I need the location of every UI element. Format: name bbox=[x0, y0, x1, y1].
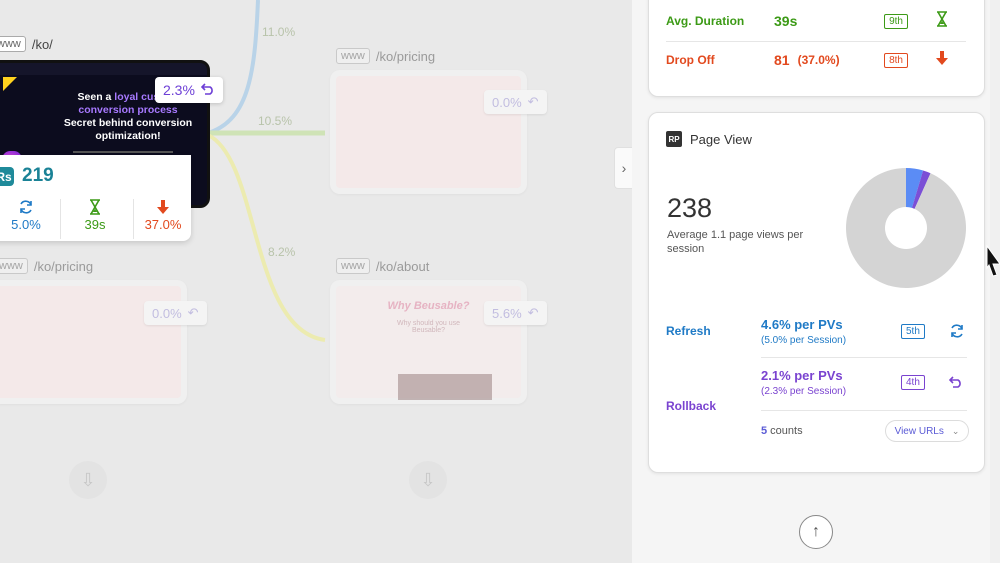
rollback-label: Rollback bbox=[666, 399, 717, 413]
flow-pct-label: 10.5% bbox=[258, 114, 293, 128]
sessions-icon: Rs bbox=[0, 167, 14, 186]
panel-toggle-button[interactable]: › bbox=[614, 147, 633, 189]
node-url: www /ko/pricing bbox=[0, 258, 93, 274]
divider bbox=[761, 357, 967, 358]
rank-badge: 9th bbox=[884, 13, 908, 29]
rollback-pill[interactable]: 0.0% ↶ bbox=[484, 90, 547, 114]
rank-badge: 5th bbox=[901, 324, 925, 339]
rollback-icon: ↶ bbox=[527, 305, 539, 320]
www-badge: www bbox=[336, 258, 370, 274]
flow-pct-label: 11.0% bbox=[262, 25, 296, 39]
rollback-value: 2.1% per PVs bbox=[761, 368, 843, 383]
refresh-stat: 5.0% bbox=[0, 199, 59, 232]
hourglass-icon bbox=[62, 199, 128, 217]
expand-down-button[interactable]: ⇩ bbox=[409, 461, 447, 499]
node-url: www /ko/ bbox=[0, 36, 53, 52]
thumbnail-nav bbox=[0, 63, 207, 75]
expand-down-button[interactable]: ⇩ bbox=[69, 461, 107, 499]
rollback-pct: 2.3% bbox=[163, 82, 195, 98]
page-view-card: RP Page View 238 Average 1.1 page views … bbox=[648, 112, 985, 473]
summary-card: Avg. Duration 39s 9th Drop Off 81 (37.0%… bbox=[648, 0, 985, 97]
metric-label: Avg. Duration bbox=[666, 14, 745, 28]
drop-off-row: Drop Off 81 (37.0%) 8th bbox=[666, 45, 966, 75]
refresh-sub: (5.0% per Session) bbox=[761, 335, 847, 346]
rank-badge: 4th bbox=[901, 375, 925, 390]
arrow-up-icon: ↑ bbox=[812, 523, 820, 540]
rollback-pct: 5.6% bbox=[492, 305, 522, 321]
node-stats-card[interactable]: Rs 219 5.0% 39s 37.0% bbox=[0, 155, 191, 241]
card-header: RP Page View bbox=[666, 131, 752, 147]
hourglass-icon bbox=[936, 11, 948, 31]
flow-pct-label: 8.2% bbox=[268, 245, 296, 259]
metric-label: Drop Off bbox=[666, 53, 715, 67]
scrollbar-track[interactable] bbox=[990, 0, 1000, 563]
down-arrow-icon bbox=[130, 199, 196, 217]
node-path: /ko/ bbox=[31, 36, 53, 52]
rollback-sub: (2.3% per Session) bbox=[761, 386, 847, 397]
node-url: www /ko/about bbox=[336, 258, 429, 274]
rollback-pill[interactable]: 0.0% ↶ bbox=[144, 301, 207, 325]
download-arrow-icon: ⇩ bbox=[80, 469, 96, 490]
thumbnail-subtitle: Why should you use Beusable? bbox=[396, 320, 461, 334]
mouse-cursor-icon bbox=[986, 244, 1000, 277]
scroll-top-button[interactable]: ↑ bbox=[799, 515, 833, 549]
www-badge: www bbox=[0, 258, 28, 274]
rollback-icon: ↶ bbox=[527, 94, 539, 109]
divider bbox=[133, 199, 134, 239]
page-thumbnail[interactable]: Why Beusable? Why should you use Beusabl… bbox=[330, 280, 527, 404]
page-view-donut-chart bbox=[846, 168, 966, 288]
chevron-down-icon: ⌄ bbox=[951, 425, 960, 436]
donut-slice-other bbox=[846, 168, 966, 288]
thumbnail-image bbox=[398, 374, 492, 400]
donut-slice-rollback bbox=[911, 170, 931, 209]
avg-duration-row: Avg. Duration 39s 9th bbox=[666, 6, 966, 36]
flow-canvas[interactable]: 11.0% 10.5% 8.2% www /ko/ Seen a loyal c… bbox=[0, 0, 632, 563]
donut-slice-refresh bbox=[906, 168, 924, 208]
download-arrow-icon: ⇩ bbox=[420, 469, 436, 490]
divider bbox=[761, 410, 967, 411]
url-counts: 5 counts bbox=[761, 425, 803, 437]
metric-value: 81 bbox=[774, 52, 790, 68]
dropoff-stat: 37.0% bbox=[130, 199, 196, 232]
thumbnail-ribbon bbox=[3, 77, 17, 91]
page-thumbnail[interactable] bbox=[330, 70, 527, 194]
page-view-description: Average 1.1 page views per session bbox=[667, 229, 804, 255]
page-thumbnail[interactable] bbox=[0, 280, 187, 404]
thumbnail-hero-text: Seen a loyal custom conversion process S… bbox=[63, 91, 193, 142]
divider bbox=[666, 41, 966, 42]
refresh-label: Refresh bbox=[666, 324, 711, 338]
chevron-right-icon: › bbox=[621, 160, 627, 176]
thumbnail-title: Why Beusable? bbox=[387, 300, 470, 312]
rollback-pill[interactable]: 5.6% ↶ bbox=[484, 301, 547, 325]
www-badge: www bbox=[0, 36, 26, 52]
page-view-logo-icon: RP bbox=[666, 131, 682, 147]
card-title: Page View bbox=[690, 131, 752, 147]
rollback-pct: 0.0% bbox=[492, 94, 522, 110]
sessions-count: 219 bbox=[22, 165, 54, 186]
www-badge: www bbox=[336, 48, 370, 64]
metric-value: 39s bbox=[774, 13, 798, 29]
refresh-icon bbox=[0, 199, 59, 217]
metric-sub: (37.0%) bbox=[797, 53, 840, 67]
rollback-icon bbox=[200, 82, 215, 98]
rollback-icon bbox=[948, 375, 963, 393]
refresh-value: 4.6% per PVs bbox=[761, 317, 843, 332]
down-arrow-icon bbox=[936, 50, 948, 70]
refresh-icon bbox=[949, 323, 965, 344]
node-path: /ko/pricing bbox=[33, 258, 94, 274]
rollback-pct: 0.0% bbox=[152, 305, 182, 321]
node-url: www /ko/pricing bbox=[336, 48, 435, 64]
node-path: /ko/pricing bbox=[375, 48, 436, 64]
node-path: /ko/about bbox=[375, 258, 430, 274]
page-view-total: 238 bbox=[667, 193, 713, 223]
rank-badge: 8th bbox=[884, 52, 908, 68]
duration-stat: 39s bbox=[62, 199, 128, 232]
rollback-pill[interactable]: 2.3% bbox=[155, 77, 223, 103]
rollback-icon: ↶ bbox=[187, 305, 199, 320]
thumbnail-paragraph bbox=[73, 151, 173, 153]
divider bbox=[60, 199, 61, 239]
view-urls-button[interactable]: View URLs ⌄ bbox=[885, 420, 969, 442]
